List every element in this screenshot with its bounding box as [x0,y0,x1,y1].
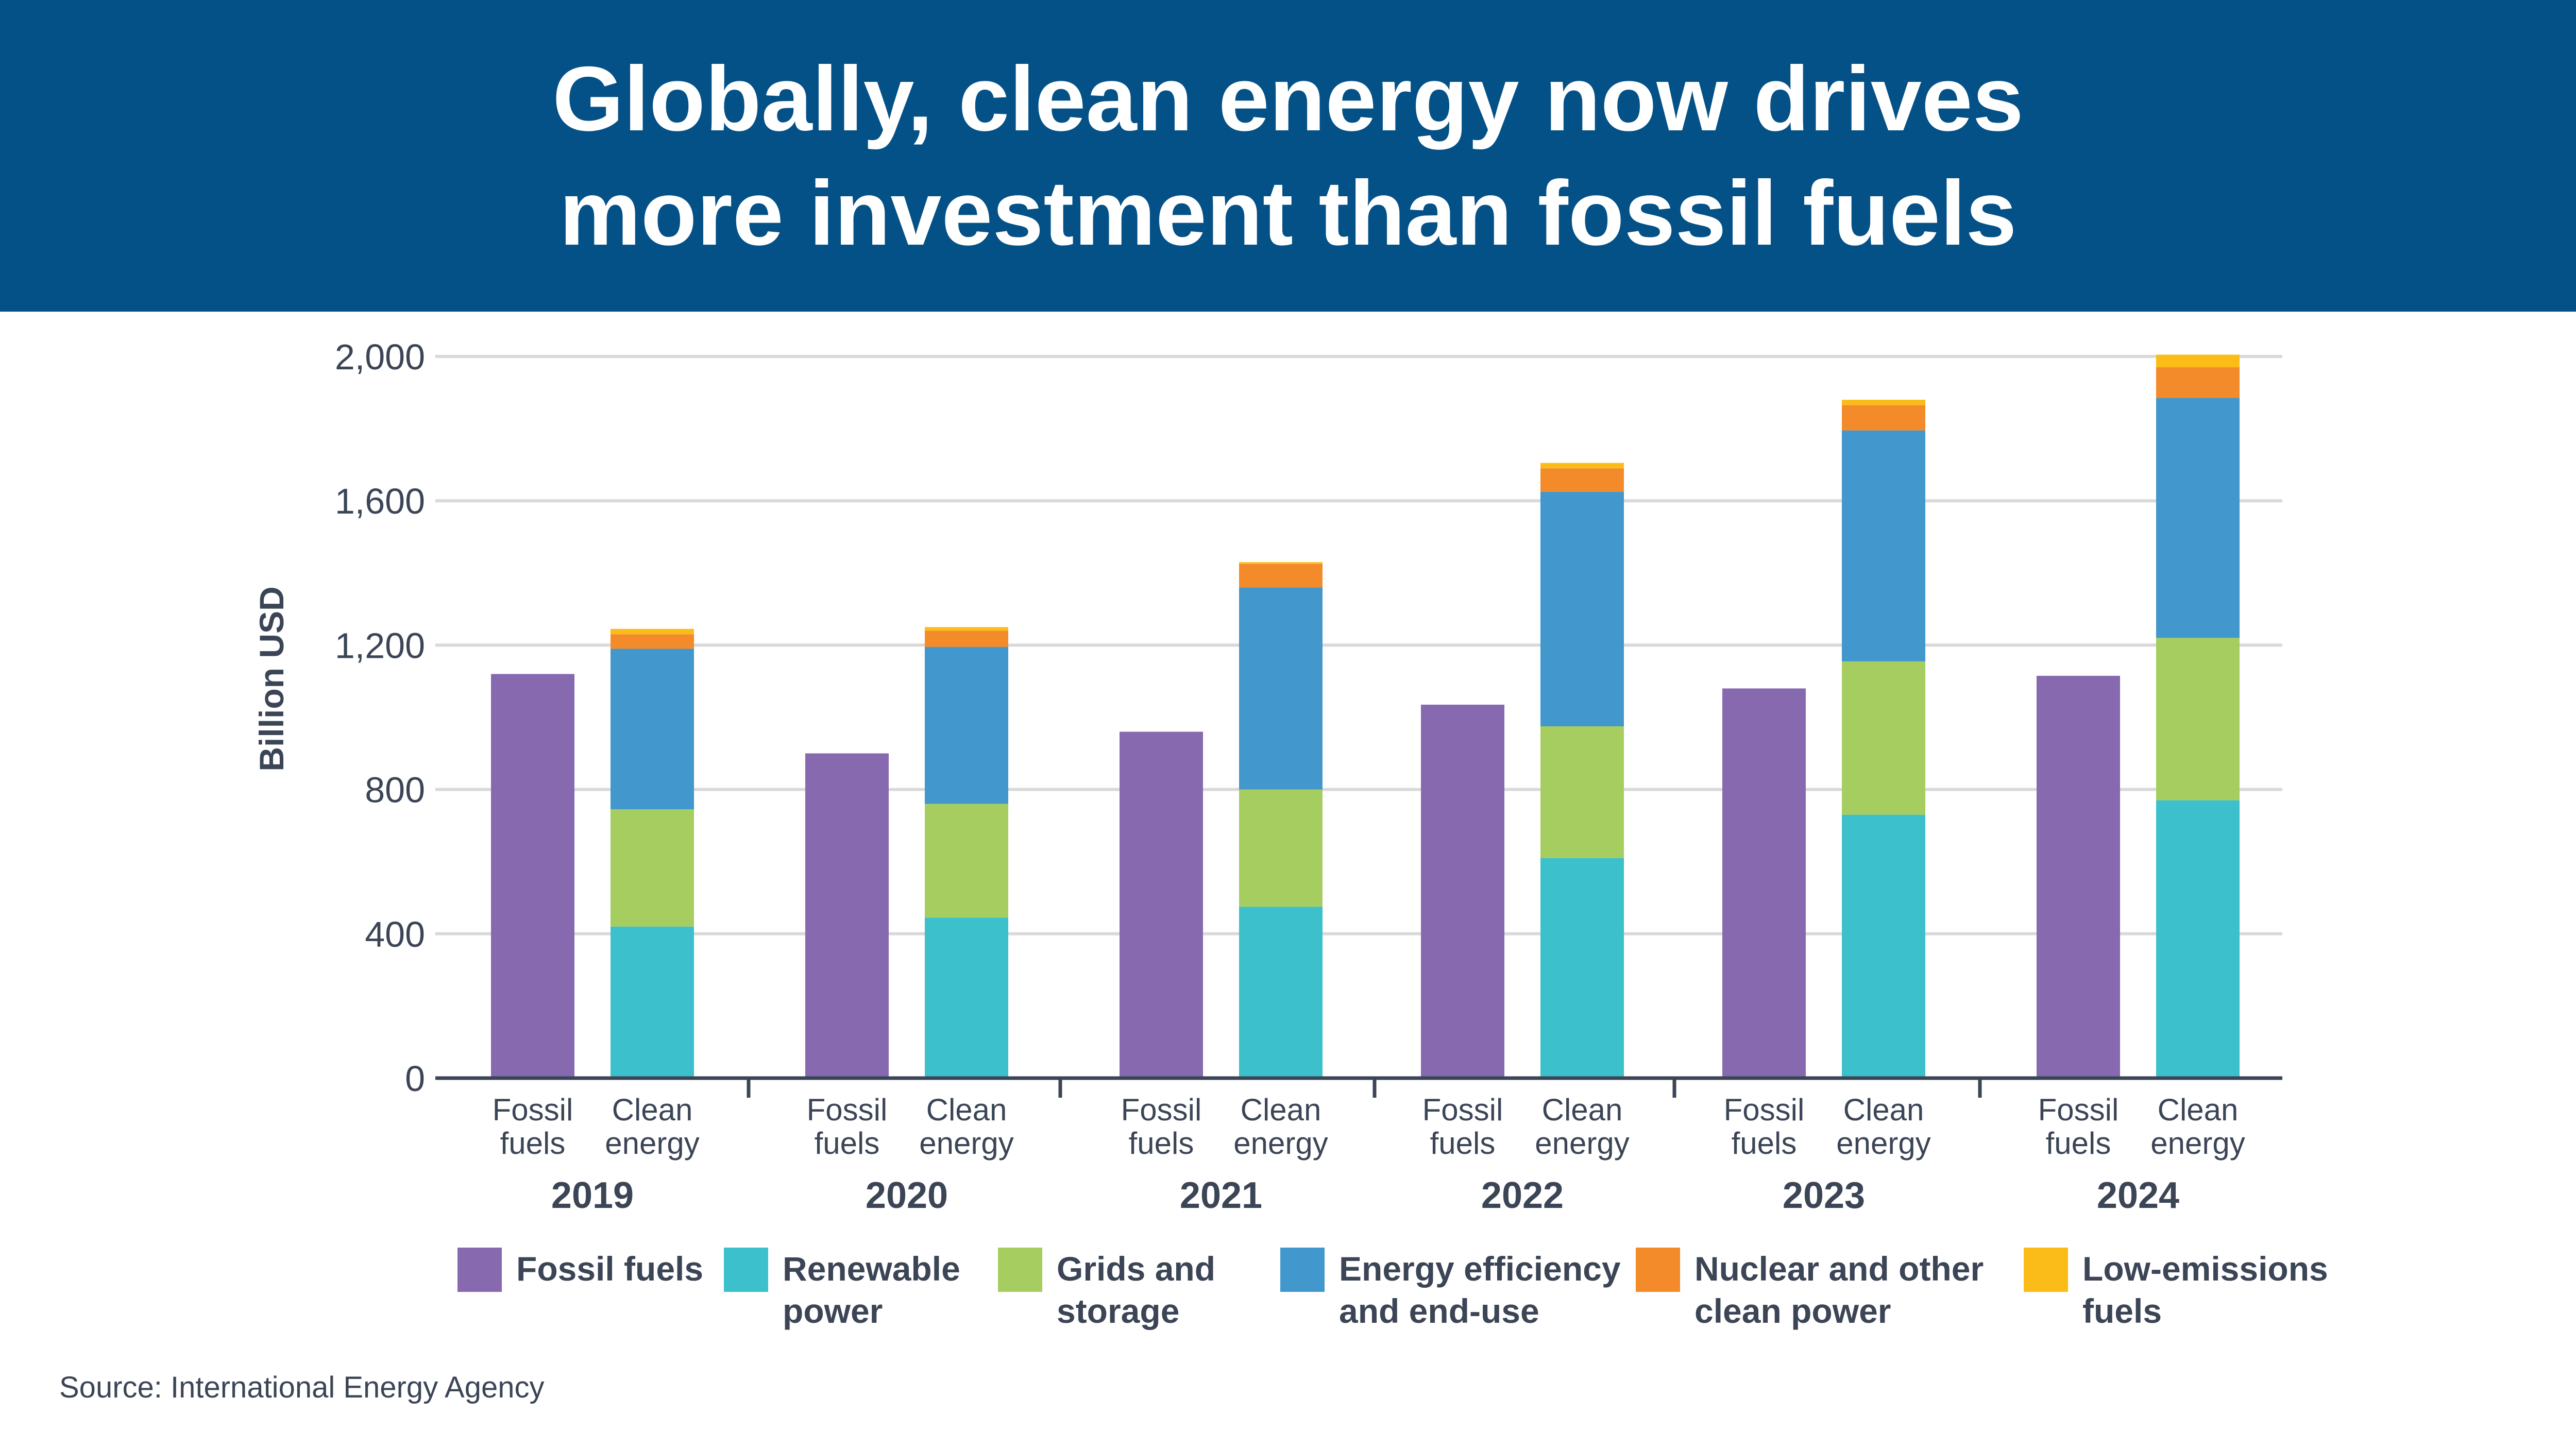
bar-segment-4 [1239,564,1323,588]
year-label: 2021 [1180,1175,1262,1216]
legend-label: Grids and storage [1057,1250,1216,1330]
bar-label: fuels [2046,1126,2111,1161]
bar-segment-3 [2156,398,2240,638]
bar-label: Fossil [1724,1093,1805,1127]
bar-label: Clean [1843,1093,1924,1127]
legend-item: Renewable power [724,1248,960,1332]
bar-label: Fossil [1422,1093,1503,1127]
year-label: 2019 [551,1175,634,1216]
legend-swatch [2024,1248,2068,1292]
year-label: 2022 [1481,1175,1564,1216]
y-tick-label: 1,200 [335,625,425,666]
bar-segment-2 [611,809,694,927]
bar-segment-1 [1239,907,1323,1078]
legend-item: Fossil fuels [457,1248,703,1292]
source-note: Source: International Energy Agency [59,1371,545,1404]
year-label: 2023 [1783,1175,1865,1216]
y-axis-label: Billion USD [252,586,291,771]
bar-fossil-fuels [1421,704,1504,1078]
bar-segment-1 [1842,814,1925,1078]
bar-segment-2 [1540,726,1624,858]
bar-segment-2 [2156,638,2240,800]
bar-label: energy [605,1126,699,1161]
bar-segment-3 [611,649,694,810]
bar-segment-3 [925,646,1008,804]
title-banner: Globally, clean energy now drives more i… [0,0,2576,312]
bar-label: energy [1535,1126,1629,1161]
bar-label: fuels [500,1126,566,1161]
bar-segment-3 [1842,430,1925,661]
bar-segment-5 [2156,354,2240,368]
bar-segment-4 [1540,468,1624,492]
bar-segment-3 [1239,587,1323,790]
bar-segment-4 [611,634,694,649]
bar-fossil-fuels [491,674,574,1078]
bar-segment-5 [1239,562,1323,564]
legend-label: Energy efficiency and end-use [1339,1250,1621,1330]
bar-segment-1 [1540,858,1624,1078]
bar-segment-5 [925,627,1008,631]
bar-label: Fossil [2038,1093,2119,1127]
legend-label: Nuclear and other clean power [1694,1250,1984,1330]
legend-item: Nuclear and other clean power [1636,1248,1984,1332]
chart-title-line-1: Globally, clean energy now drives [552,47,2024,150]
bar-label: fuels [1129,1126,1194,1161]
legend-label: Fossil fuels [516,1250,704,1288]
y-tick-label: 800 [365,770,425,810]
y-tick-label: 400 [365,914,425,954]
bar-label: energy [1836,1126,1930,1161]
legend-label: Low-emissions fuels [2082,1250,2328,1330]
bar-segment-2 [1239,789,1323,907]
bar-segment-5 [611,628,694,635]
legend-swatch [998,1248,1042,1292]
bar-segment-2 [925,804,1008,918]
bar-label: Fossil [1121,1093,1202,1127]
y-tick-label: 2,000 [335,337,425,377]
bar-label: energy [2150,1126,2245,1161]
chart-title-line-2: more investment than fossil fuels [559,161,2017,264]
bar-fossil-fuels [805,753,889,1078]
legend-swatch [1280,1248,1325,1292]
bar-segment-4 [1842,405,1925,431]
bar-label: energy [919,1126,1013,1161]
bar-label: Clean [926,1093,1007,1127]
bar-label: Clean [2158,1093,2239,1127]
bar-label: energy [1233,1126,1328,1161]
bar-label: Clean [612,1093,693,1127]
bar-fossil-fuels [1120,731,1203,1078]
bar-segment-5 [1540,463,1624,469]
legend-swatch [457,1248,502,1292]
bar-label: Clean [1542,1093,1623,1127]
bar-label: fuels [815,1126,880,1161]
bar-segment-1 [2156,800,2240,1078]
bar-segment-4 [2156,367,2240,398]
bar-segment-1 [925,917,1008,1078]
y-tick-label: 0 [405,1059,425,1099]
bar-label: Fossil [807,1093,888,1127]
bar-label: fuels [1430,1126,1496,1161]
y-tick-label: 1,600 [335,481,425,521]
legend-item: Low-emissions fuels [2024,1248,2328,1332]
legend-item: Energy efficiency and end-use [1280,1248,1621,1332]
bar-segment-4 [925,630,1008,647]
legend-item: Grids and storage [998,1248,1215,1332]
bar-label: Clean [1241,1093,1321,1127]
bar-label: fuels [1732,1126,1797,1161]
year-label: 2024 [2097,1175,2179,1216]
bar-fossil-fuels [2037,675,2120,1078]
bar-segment-2 [1842,661,1925,815]
bar-segment-1 [611,926,694,1078]
legend-swatch [724,1248,768,1292]
year-label: 2020 [866,1175,948,1216]
legend-swatch [1636,1248,1680,1292]
legend-label: Renewable power [783,1250,960,1330]
bar-segment-5 [1842,400,1925,405]
bar-label: Fossil [493,1093,573,1127]
bar-fossil-fuels [1722,688,1806,1078]
bar-segment-3 [1540,491,1624,727]
